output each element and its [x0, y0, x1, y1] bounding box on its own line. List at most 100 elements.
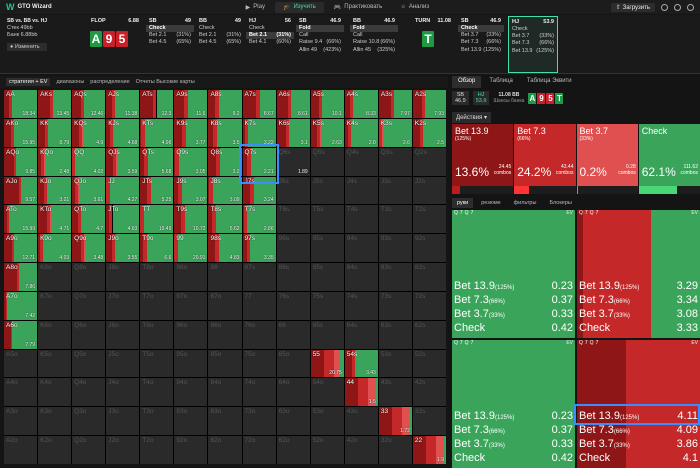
- range-cell[interactable]: Q2o: [72, 436, 106, 464]
- range-cell[interactable]: K9o 4.03: [38, 234, 72, 263]
- range-cell[interactable]: 32s: [412, 407, 446, 436]
- range-cell[interactable]: T3s: [378, 205, 412, 234]
- range-cell[interactable]: 54s 3.43: [344, 349, 378, 378]
- range-cell[interactable]: 94o: [174, 378, 208, 407]
- player-sb-turn[interactable]: SB 46.9 Check Bet 3.7 (33%) Bet 7.3 (66%) Bet 1…: [458, 16, 504, 73]
- range-cell[interactable]: 43o: [344, 407, 378, 436]
- range-cell[interactable]: 66: [276, 320, 310, 349]
- range-cell[interactable]: 53s: [378, 349, 412, 378]
- range-cell[interactable]: A5o: [4, 349, 38, 378]
- range-cell[interactable]: A8s 9.2: [208, 90, 242, 118]
- range-cell[interactable]: 86s: [276, 263, 310, 291]
- action-option[interactable]: Fold: [350, 25, 398, 33]
- range-cell[interactable]: J4s: [344, 176, 378, 205]
- range-cell[interactable]: J7o: [106, 291, 140, 320]
- action-option[interactable]: Allin 49 (423%): [299, 46, 341, 53]
- range-cell[interactable]: 64o: [276, 378, 310, 407]
- range-cell[interactable]: T5o: [140, 349, 174, 378]
- range-cell[interactable]: 73s: [378, 291, 412, 320]
- range-cell[interactable]: KQo 2.48: [38, 147, 72, 176]
- tab-blockers[interactable]: Блокеры: [549, 200, 572, 206]
- range-cell[interactable]: J6s: [276, 176, 310, 205]
- range-cell[interactable]: TT 19.49: [140, 205, 174, 234]
- range-cell[interactable]: A9s 11.6: [174, 90, 208, 118]
- range-cell[interactable]: 73o: [242, 407, 276, 436]
- range-cell[interactable]: 75s: [310, 291, 344, 320]
- range-cell[interactable]: Q3o: [72, 407, 106, 436]
- range-cell[interactable]: 76o: [242, 320, 276, 349]
- range-cell[interactable]: AJo 9.57: [4, 176, 38, 205]
- nav-analyze[interactable]: ☼ Анализ: [400, 4, 430, 10]
- range-cell[interactable]: K7s 3.22: [242, 118, 276, 147]
- range-cell[interactable]: J5o: [106, 349, 140, 378]
- range-cell[interactable]: K5o: [38, 349, 72, 378]
- range-cell[interactable]: J5s: [310, 176, 344, 205]
- range-cell[interactable]: 95s: [310, 234, 344, 263]
- range-cell[interactable]: 74o: [242, 378, 276, 407]
- range-cell[interactable]: 85s: [310, 263, 344, 291]
- range-cell[interactable]: J2o: [106, 436, 140, 464]
- range-cell[interactable]: A2o: [4, 436, 38, 464]
- range-cell[interactable]: 42s: [412, 378, 446, 407]
- range-cell[interactable]: 77: [242, 291, 276, 320]
- action-summary-card[interactable]: Bet 7.3 (66%) 24.2% 43.44 combos: [514, 124, 576, 194]
- range-cell[interactable]: 94s: [344, 234, 378, 263]
- range-cell[interactable]: QJs 3.59: [106, 147, 140, 176]
- range-cell[interactable]: K8o: [38, 263, 72, 291]
- range-cell[interactable]: 99 20.91: [174, 234, 208, 263]
- action-option[interactable]: Call: [353, 32, 363, 39]
- range-cell[interactable]: K9s 3.77: [174, 118, 208, 147]
- range-cell[interactable]: T8s 5.62: [208, 205, 242, 234]
- action-option[interactable]: Bet 13.9 (125%): [461, 46, 501, 53]
- range-cell[interactable]: 96o: [174, 320, 208, 349]
- range-cell[interactable]: Q2s: [412, 147, 446, 176]
- range-cell[interactable]: Q8s 3.2: [208, 147, 242, 176]
- action-option[interactable]: Check: [249, 25, 265, 31]
- tab-table[interactable]: Таблица: [489, 78, 513, 84]
- range-cell[interactable]: KJo 3.21: [38, 176, 72, 205]
- range-cell[interactable]: 86o: [208, 320, 242, 349]
- range-cell[interactable]: KTo 4.71: [38, 205, 72, 234]
- range-cell[interactable]: AQs 12.46: [72, 90, 106, 118]
- strategy-select[interactable]: стратегия + EV: [6, 78, 51, 86]
- range-cell[interactable]: T2o: [140, 436, 174, 464]
- range-cell[interactable]: A7o 7.42: [4, 291, 38, 320]
- action-option[interactable]: Bet 2.1 (31%): [199, 32, 241, 39]
- range-cell[interactable]: 97o: [174, 291, 208, 320]
- range-cell[interactable]: 83s: [378, 263, 412, 291]
- range-cell[interactable]: A3o: [4, 407, 38, 436]
- upload-button[interactable]: ⇧ Загрузить: [610, 2, 655, 12]
- range-cell[interactable]: 95o: [174, 349, 208, 378]
- range-cell[interactable]: 65s: [310, 320, 344, 349]
- distribution-tab[interactable]: распределение: [90, 79, 130, 85]
- range-cell[interactable]: 87o: [208, 291, 242, 320]
- range-cell[interactable]: 72s: [412, 291, 446, 320]
- settings-icon[interactable]: [674, 3, 681, 11]
- action-option[interactable]: Allin 45 (325%): [353, 46, 395, 53]
- range-cell[interactable]: J3s: [378, 176, 412, 205]
- range-cell[interactable]: QJo 3.61: [72, 176, 106, 205]
- range-cell[interactable]: 82o: [208, 436, 242, 464]
- range-cell[interactable]: 88: [208, 263, 242, 291]
- range-cell[interactable]: Q7o: [72, 291, 106, 320]
- range-cell[interactable]: 72o: [242, 436, 276, 464]
- range-cell[interactable]: A6s 8.61: [276, 90, 310, 118]
- range-cell[interactable]: Q4o: [72, 378, 106, 407]
- range-cell[interactable]: T9s 10.72: [174, 205, 208, 234]
- range-cell[interactable]: 32o: [378, 436, 412, 464]
- range-cell[interactable]: J8o: [106, 263, 140, 291]
- action-option[interactable]: Bet 2.1 (31%): [246, 32, 294, 40]
- user-icon[interactable]: [687, 3, 694, 11]
- range-cell[interactable]: A4s 8.33: [344, 90, 378, 118]
- range-cell[interactable]: AKo 15.95: [4, 118, 38, 147]
- ranges-tab[interactable]: диапазоны: [56, 79, 85, 85]
- range-cell[interactable]: QTo 4.7: [72, 205, 106, 234]
- range-cell[interactable]: Q7s 2.21: [242, 147, 276, 176]
- player-box[interactable]: BB 49 Check Bet 2.1 (31%) Bet 4.5 (65%): [196, 16, 244, 73]
- range-cell[interactable]: 65o: [276, 349, 310, 378]
- range-cell[interactable]: T4o: [140, 378, 174, 407]
- range-cell[interactable]: A8o 7.86: [4, 263, 38, 291]
- range-cell[interactable]: J6o: [106, 320, 140, 349]
